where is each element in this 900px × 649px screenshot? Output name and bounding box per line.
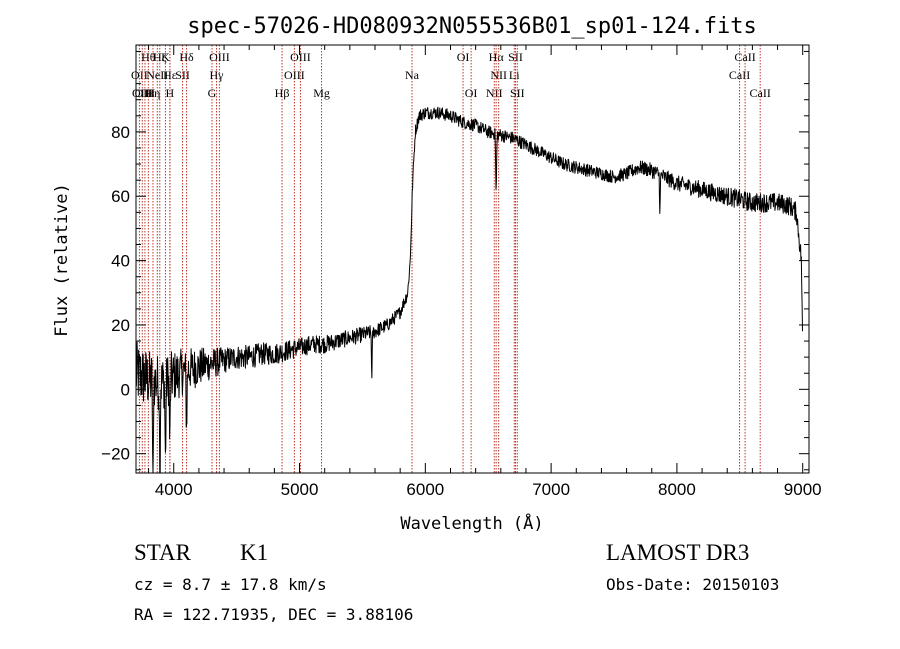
line-label: Hζ bbox=[153, 50, 167, 64]
line-label: CaII bbox=[750, 86, 771, 100]
y-tick-label: 20 bbox=[111, 316, 130, 335]
line-markers: OIIOIIIOIIIHθHηNeIIHζKHHεSIIHδGHγOIIIHβO… bbox=[131, 45, 771, 473]
x-tick-label: 8000 bbox=[658, 480, 696, 499]
line-label: NeII bbox=[146, 68, 168, 82]
redshift-cz: cz = 8.7 ± 17.8 km/s bbox=[134, 575, 327, 594]
x-tick-label: 6000 bbox=[406, 480, 444, 499]
line-label: OII bbox=[131, 68, 148, 82]
line-label: Hε bbox=[163, 68, 177, 82]
line-label: Hγ bbox=[210, 68, 225, 82]
line-label: Hβ bbox=[275, 86, 290, 100]
line-label: Li bbox=[509, 68, 520, 82]
line-label: NII bbox=[490, 68, 507, 82]
survey-name: LAMOST DR3 bbox=[606, 540, 750, 565]
x-axis-label: Wavelength (Å) bbox=[400, 512, 543, 534]
y-tick-label: 80 bbox=[111, 123, 130, 142]
y-tick-label: 0 bbox=[121, 380, 130, 399]
line-label: OIII bbox=[132, 86, 153, 100]
line-label: SII bbox=[175, 68, 190, 82]
chart-title: spec-57026-HD080932N055536B01_sp01-124.f… bbox=[187, 14, 757, 39]
line-label: Hθ bbox=[141, 50, 156, 64]
line-label: Hδ bbox=[179, 50, 194, 64]
line-label: NII bbox=[486, 86, 503, 100]
axes: 4000 5000 6000 7000 8000 9000 −20 0 20 40 60 80 bbox=[101, 45, 822, 499]
line-label: Na bbox=[405, 68, 420, 82]
y-tick-label: −20 bbox=[101, 445, 130, 464]
plot-frame bbox=[135, 44, 810, 474]
line-label: SII bbox=[508, 50, 523, 64]
spectrum bbox=[135, 106, 803, 474]
line-label: OI bbox=[457, 50, 470, 64]
line-label: Hα bbox=[489, 50, 505, 64]
line-label: OIII bbox=[284, 68, 305, 82]
line-label: OIII bbox=[290, 50, 311, 64]
line-label: CaII bbox=[734, 50, 755, 64]
obs-date: Obs-Date: 20150103 bbox=[606, 575, 780, 594]
x-tick-label: 4000 bbox=[155, 480, 193, 499]
line-label: G bbox=[208, 86, 217, 100]
line-label: K bbox=[161, 50, 170, 64]
object-subclass: K1 bbox=[240, 540, 269, 565]
x-tick-label: 7000 bbox=[532, 480, 570, 499]
flux-line bbox=[135, 106, 803, 474]
line-label: SII bbox=[510, 86, 525, 100]
y-axis-label: Flux (relative) bbox=[52, 183, 72, 337]
line-label: Mg bbox=[313, 86, 330, 100]
object-class: STAR bbox=[134, 540, 191, 565]
x-tick-label: 5000 bbox=[281, 480, 319, 499]
line-label: OI bbox=[465, 86, 478, 100]
x-tick-label: 9000 bbox=[784, 480, 822, 499]
line-label: CaII bbox=[729, 68, 750, 82]
coordinates: RA = 122.71935, DEC = 3.88106 bbox=[134, 605, 414, 624]
line-label: OIII bbox=[135, 86, 156, 100]
y-tick-label: 40 bbox=[111, 252, 130, 271]
line-label: Hη bbox=[146, 86, 161, 100]
line-label: OIII bbox=[209, 50, 230, 64]
y-tick-label: 60 bbox=[111, 187, 130, 206]
